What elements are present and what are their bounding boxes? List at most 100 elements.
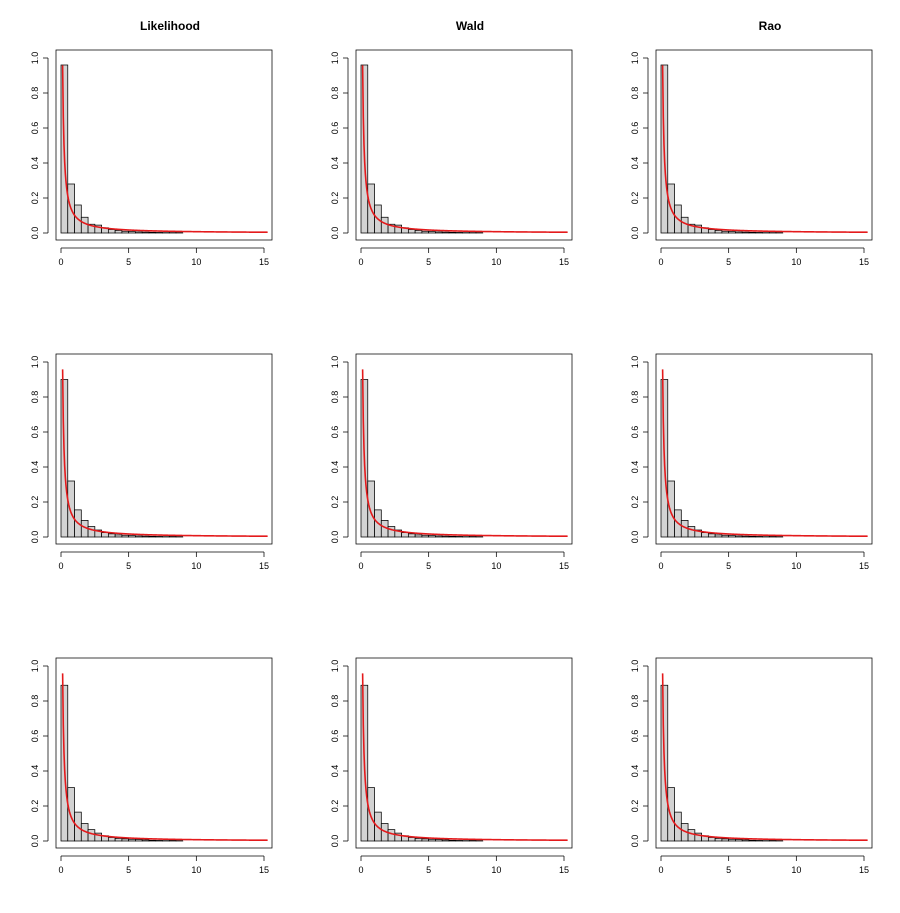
y-tick-label: 0.2: [630, 496, 640, 509]
y-tick-label: 1.0: [630, 52, 640, 65]
histogram-bar: [748, 231, 757, 234]
y-tick-label: 0.2: [30, 192, 40, 205]
histogram-bar: [735, 839, 743, 842]
histogram-bar: [135, 839, 143, 842]
y-tick-label: 0.6: [330, 426, 340, 439]
histogram-bar: [680, 216, 689, 234]
histogram-bar: [435, 535, 443, 538]
x-tick-label: 15: [859, 561, 869, 571]
x-tick-label: 0: [58, 561, 63, 571]
histogram-bar: [714, 230, 723, 234]
density-curve: [61, 65, 268, 234]
density-curve: [61, 673, 268, 842]
histogram-bar: [414, 534, 423, 538]
x-tick-label: 10: [491, 257, 501, 267]
y-tick-label: 0.8: [630, 87, 640, 100]
density-curve: [661, 673, 868, 842]
histogram-bar: [667, 480, 675, 538]
histogram-panel: Rao 0 5 10 15 0.0 0.2 0.4 0.6 0.8 1.0: [630, 19, 873, 267]
plot-frame: [655, 353, 873, 545]
y-tick-label: 0.6: [30, 426, 40, 439]
histogram-bar: [148, 839, 157, 842]
histogram-bar: [114, 838, 123, 842]
x-tick-label: 5: [726, 561, 731, 571]
histogram-bar: [387, 526, 396, 538]
y-tick-label: 0.4: [330, 157, 340, 170]
histogram-bar: [407, 837, 416, 842]
histogram-bar: [435, 231, 443, 234]
density-curve: [661, 65, 868, 234]
y-tick-label: 0.2: [330, 800, 340, 813]
histogram-bar: [448, 535, 457, 538]
x-tick-label: 15: [259, 257, 269, 267]
histogram-bar: [441, 839, 450, 842]
histogram-bar: [80, 216, 89, 234]
y-tick-label: 0.0: [30, 835, 40, 848]
histogram-bar: [714, 838, 723, 842]
panel-title: Rao: [759, 19, 782, 33]
histogram-bar: [135, 535, 143, 538]
y-tick-label: 0.6: [330, 122, 340, 135]
x-tick-label: 15: [559, 561, 569, 571]
histogram-bar: [407, 533, 416, 538]
x-tick-label: 10: [791, 865, 801, 875]
histogram-bar: [421, 534, 430, 538]
y-tick-label: 0.2: [330, 496, 340, 509]
histogram-bar: [728, 838, 736, 842]
y-tick-label: 0.4: [30, 461, 40, 474]
plot-frame: [55, 657, 273, 849]
y-tick-label: 0.0: [330, 531, 340, 544]
y-tick-label: 0.2: [30, 496, 40, 509]
histogram-bar: [768, 535, 777, 538]
x-tick-label: 15: [259, 865, 269, 875]
y-tick-label: 0.8: [330, 87, 340, 100]
histogram-bar: [707, 533, 716, 538]
y-tick-label: 0.4: [30, 157, 40, 170]
histogram-bar: [687, 829, 696, 842]
histogram-panel: Likelihood 0 5 10 15 0.0 0.2 0.4 0.6 0.8 1.0: [30, 19, 273, 267]
x-tick-label: 10: [491, 865, 501, 875]
y-tick-label: 0.8: [330, 391, 340, 404]
histogram-bar: [768, 840, 777, 842]
histogram-bar: [468, 535, 477, 538]
histogram-bar: [155, 232, 163, 234]
histogram-bar: [128, 231, 136, 234]
y-tick-label: 1.0: [330, 52, 340, 65]
y-tick-label: 0.0: [30, 531, 40, 544]
histogram-panel: 0 5 10 15 0.0 0.2 0.4 0.6 0.8 1.0: [30, 353, 273, 571]
histogram-bar: [701, 532, 709, 538]
y-tick-label: 0.4: [630, 765, 640, 778]
histogram-bar: [128, 838, 136, 842]
x-tick-label: 15: [859, 257, 869, 267]
histogram-bar: [128, 535, 136, 538]
x-tick-label: 5: [126, 257, 131, 267]
density-curve: [661, 369, 868, 538]
y-tick-label: 0.8: [30, 695, 40, 708]
histogram-bar: [741, 535, 750, 538]
y-tick-label: 1.0: [630, 660, 640, 673]
x-tick-label: 10: [791, 257, 801, 267]
histogram-bar: [421, 230, 430, 234]
panel-title: Likelihood: [140, 19, 200, 33]
y-tick-label: 0.2: [630, 800, 640, 813]
x-tick-label: 10: [191, 257, 201, 267]
histogram-bar: [721, 534, 730, 538]
histogram-bar: [135, 231, 143, 234]
y-tick-label: 0.4: [330, 461, 340, 474]
x-tick-label: 10: [191, 561, 201, 571]
panel-title: Wald: [456, 19, 484, 33]
y-tick-label: 0.8: [630, 695, 640, 708]
y-tick-label: 1.0: [30, 660, 40, 673]
x-tick-label: 0: [658, 257, 663, 267]
density-curve: [361, 65, 568, 234]
histogram-bar: [455, 536, 463, 538]
histogram-bar: [755, 232, 763, 234]
y-tick-label: 0.8: [630, 391, 640, 404]
histogram-panel: 0 5 10 15 0.0 0.2 0.4 0.6 0.8 1.0: [330, 657, 573, 875]
histogram-bar: [435, 839, 443, 842]
histogram-bar: [748, 839, 757, 842]
plot-frame: [355, 49, 573, 241]
histogram-bar: [421, 838, 430, 842]
histogram-panel: 0 5 10 15 0.0 0.2 0.4 0.6 0.8 1.0: [630, 657, 873, 875]
histogram-bar: [87, 829, 96, 842]
